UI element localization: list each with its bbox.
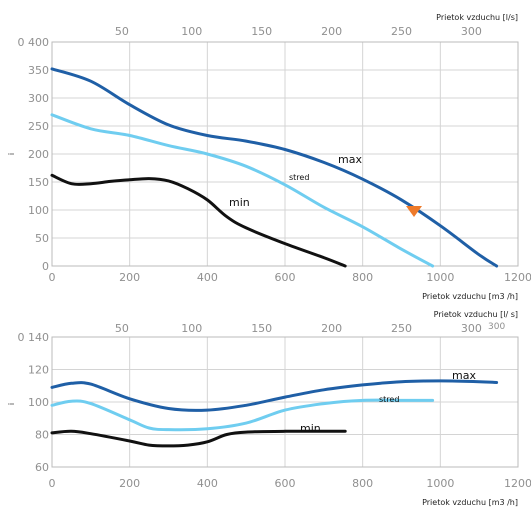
chart1-x-tick-label: 600: [275, 271, 296, 284]
chart1-top-tick-label: 300: [461, 25, 482, 38]
chart1-top-tick-label: 100: [181, 25, 202, 38]
chart1-y-tick-label: 0 400: [18, 36, 50, 49]
chart2-ticks: 0 200 400 600 800 1000 1200 60 80 100 120 0 140 50 10…: [18, 322, 531, 490]
chart2-y-tick-label: 100: [28, 396, 49, 409]
pressure-chart: 0 200 400 600 800 1000 1200 0 50 100 150 200 250 300 3…: [7, 13, 531, 301]
chart1-top-tick-label: 200: [321, 25, 342, 38]
chart2-top-tick-label: 300: [461, 322, 482, 335]
chart2-x-tick-label: 200: [119, 477, 140, 490]
chart1-series: [50, 67, 499, 268]
chart2-frame: [51, 336, 519, 468]
chart1-y-tick-label: 250: [28, 120, 49, 133]
chart1-x-tick-label: 400: [197, 271, 218, 284]
chart1-y-tick-label: 0: [42, 260, 49, 273]
chart2-label-min: min: [300, 422, 321, 435]
chart1-frame: [51, 41, 519, 267]
chart2-x-tick-label: 1200: [504, 477, 531, 490]
chart1-x-tick-label: 800: [352, 271, 373, 284]
chart2-top-tick-label: 100: [181, 322, 202, 335]
chart1-top-tick-label: 150: [251, 25, 272, 38]
chart2-series-line-stred: [50, 398, 435, 432]
chart2-series-line-max: [50, 379, 499, 412]
chart2-x-tick-label: 0: [49, 477, 56, 490]
chart1-y-tick-label: 100: [28, 204, 49, 217]
chart2-top-axis-title: Prietok vzduchu [l/ s]: [434, 310, 518, 319]
chart2-series-line-min: [50, 429, 347, 448]
chart1-series-line-min: [50, 173, 347, 268]
chart2-top-tick-label: 150: [251, 322, 272, 335]
efficiency-chart: 0 200 400 600 800 1000 1200 60 80 100 120 0 140 50 10…: [7, 310, 531, 507]
chart1-y-tick-label: 50: [35, 232, 49, 245]
chart1-y-tick-label: 150: [28, 176, 49, 189]
chart2-x-tick-label: 400: [197, 477, 218, 490]
chart1-x-tick-label: 1200: [504, 271, 531, 284]
chart1-top-axis-title: Prietok vzduchu [l/s]: [436, 13, 518, 22]
chart1-x-tick-label: 200: [119, 271, 140, 284]
chart2-x-tick-label: 600: [275, 477, 296, 490]
chart2-label-stred: stred: [379, 395, 399, 404]
chart1-label-max: max: [338, 153, 362, 166]
chart1-label-stred: stred: [289, 173, 309, 182]
chart1-top-tick-label: 250: [391, 25, 412, 38]
chart1-y-tick-label: 200: [28, 148, 49, 161]
chart2-y-axis-title: i: [7, 403, 16, 405]
chart1-x-axis-title: Prietok vzduchu [m3 /h]: [422, 292, 518, 301]
chart2-top-tick-label: 200: [321, 322, 342, 335]
chart1-y-tick-label: 350: [28, 64, 49, 77]
chart2-grid: [51, 336, 519, 468]
chart1-series-line-stred: [50, 113, 435, 268]
chart1-x-tick-label: 1000: [426, 271, 454, 284]
operating-point-marker: [406, 206, 422, 217]
chart1-top-tick-label: 50: [115, 25, 129, 38]
chart2-x-tick-label: 800: [352, 477, 373, 490]
chart1-grid: [51, 41, 519, 267]
chart2-top-axis-suffix: 300: [488, 322, 505, 332]
chart1-series-line-max: [50, 67, 499, 268]
chart2-y-tick-label: 60: [35, 461, 49, 474]
chart1-y-tick-label: 300: [28, 92, 49, 105]
chart1-label-min: min: [229, 196, 250, 209]
chart1-ticks: 0 200 400 600 800 1000 1200 0 50 100 150 200 250 300 3…: [18, 25, 531, 284]
chart1-y-axis-title: i: [7, 153, 16, 155]
chart2-x-tick-label: 1000: [426, 477, 454, 490]
chart2-y-tick-label: 80: [35, 429, 49, 442]
chart2-series: [50, 379, 499, 448]
chart2-top-tick-label: 250: [391, 322, 412, 335]
chart2-y-tick-label: 0 140: [18, 331, 50, 344]
chart2-label-max: max: [452, 369, 476, 382]
chart1-x-tick-label: 0: [49, 271, 56, 284]
chart2-y-tick-label: 120: [28, 364, 49, 377]
chart2-top-tick-label: 50: [115, 322, 129, 335]
chart2-x-axis-title: Prietok vzduchu [m3 /h]: [422, 498, 518, 507]
